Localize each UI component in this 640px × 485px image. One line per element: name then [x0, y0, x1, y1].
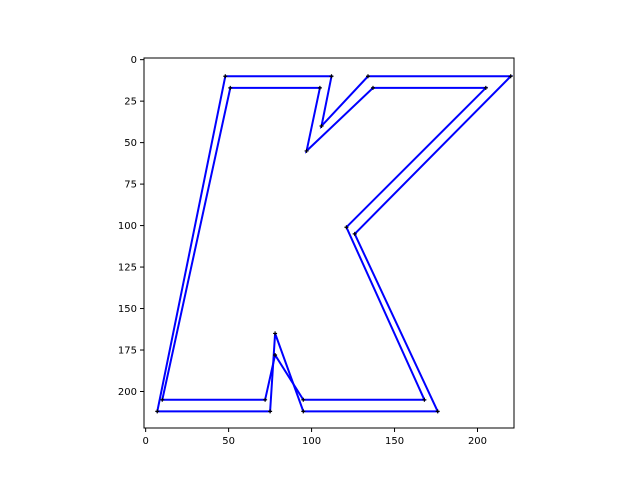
x-tick-label: 200 [468, 436, 487, 447]
vertex-point [370, 85, 375, 90]
contour-line-1 [156, 75, 514, 413]
y-tick-label: 150 [118, 304, 137, 315]
plot-frame [143, 57, 515, 429]
vertex-point [344, 225, 349, 230]
vertex-point [223, 74, 228, 79]
x-axis: 0 50 100 150 200 [142, 428, 487, 447]
vertex-point [508, 74, 513, 79]
vertex-point [301, 409, 306, 414]
y-tick-label: 125 [118, 263, 137, 274]
x-tick-label: 100 [302, 436, 321, 447]
y-tick-label: 0 [131, 55, 137, 66]
vertex-point [273, 352, 278, 357]
vertex-point [483, 85, 488, 90]
plot-content [155, 74, 514, 414]
vertex-point [228, 85, 233, 90]
vertex-point [435, 409, 440, 414]
y-tick-label: 75 [124, 180, 137, 191]
y-tick-label: 200 [118, 387, 137, 398]
x-tick-label: 150 [385, 436, 404, 447]
vertex-point [268, 409, 273, 414]
vertex-point [301, 397, 306, 402]
x-tick-label: 0 [142, 436, 148, 447]
y-tick-label: 100 [118, 221, 137, 232]
vertex-point [329, 74, 334, 79]
vertex-point [263, 397, 268, 402]
vertex-point [317, 85, 322, 90]
vertex-point [422, 397, 427, 402]
y-tick-label: 50 [124, 138, 137, 149]
vertex-point [352, 231, 357, 236]
vertex-point [160, 397, 165, 402]
contour-line-2 [161, 86, 489, 401]
vertex-point [273, 331, 278, 336]
vertex-point [155, 409, 160, 414]
vertex-point [365, 74, 370, 79]
vertex-point [304, 148, 309, 153]
y-tick-label: 25 [124, 97, 137, 108]
y-axis: 0 25 50 75 100 125 150 175 200 [118, 55, 144, 398]
x-tick-label: 50 [222, 436, 235, 447]
y-tick-label: 175 [118, 346, 137, 357]
vertex-point [319, 124, 324, 129]
